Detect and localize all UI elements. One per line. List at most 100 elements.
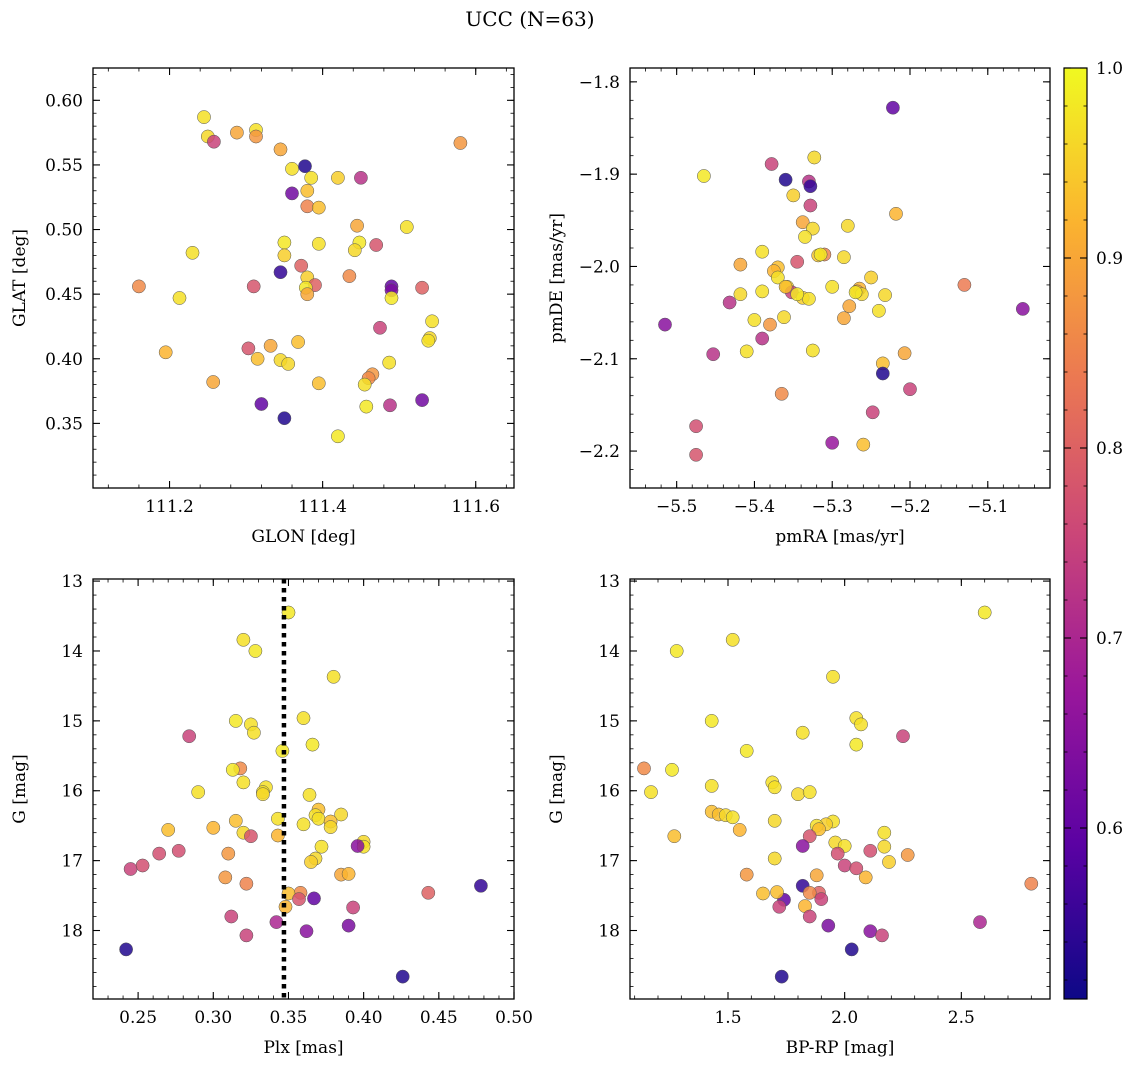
x-tick-label: 2.0 xyxy=(831,1008,858,1028)
data-point xyxy=(786,188,801,203)
colorbar-tick-label: 0.7 xyxy=(1096,629,1123,649)
data-point xyxy=(383,398,397,413)
data-point xyxy=(704,714,719,728)
data-point xyxy=(291,335,305,349)
y-axis-label: G [mag] xyxy=(547,754,567,823)
data-point xyxy=(644,785,658,799)
data-point xyxy=(285,161,299,176)
y-tick-label: 15 xyxy=(598,712,620,732)
data-point xyxy=(764,157,779,171)
data-point xyxy=(689,419,703,434)
data-point xyxy=(763,317,777,332)
data-point xyxy=(875,366,890,381)
data-point xyxy=(790,287,805,302)
y-axis-label: pmDE [mas/yr] xyxy=(547,213,567,343)
x-tick-label: −5.1 xyxy=(967,497,1008,517)
data-point xyxy=(354,170,368,185)
data-point xyxy=(314,839,329,854)
x-tick-label: 0.35 xyxy=(270,1008,308,1028)
data-point xyxy=(725,810,740,825)
data-point xyxy=(802,909,817,924)
y-tick-label: 0.60 xyxy=(45,91,83,111)
data-point xyxy=(161,823,176,837)
data-point xyxy=(837,858,852,873)
data-point xyxy=(837,311,851,326)
data-point xyxy=(840,218,855,233)
data-point xyxy=(453,136,468,150)
data-point xyxy=(399,220,414,234)
x-tick-label: −5.3 xyxy=(812,497,853,517)
data-point xyxy=(739,344,754,359)
panel-bprp-g: 1.5 2.0 2.5 13 14 15 16 17 18 BP-RP [mag] G [mag] xyxy=(547,572,1051,1058)
data-point xyxy=(225,762,240,777)
data-point xyxy=(300,199,315,214)
y-tick-label: −2.1 xyxy=(579,350,620,370)
data-point xyxy=(777,310,791,325)
x-tick-label: 111.6 xyxy=(451,497,500,517)
data-point xyxy=(896,729,910,744)
data-point xyxy=(803,179,818,194)
points xyxy=(658,100,1030,462)
data-point xyxy=(877,839,892,854)
data-point xyxy=(236,632,251,647)
data-point xyxy=(298,159,312,174)
data-point xyxy=(247,725,261,740)
y-tick-label: 0.55 xyxy=(45,156,83,176)
y-tick-label: 0.40 xyxy=(45,350,83,370)
data-point xyxy=(277,411,292,426)
x-tick-label: −5.2 xyxy=(889,497,930,517)
data-point xyxy=(326,669,341,684)
data-point xyxy=(182,729,197,744)
data-point xyxy=(296,711,311,725)
data-point xyxy=(973,915,987,929)
data-point xyxy=(732,823,747,837)
data-point xyxy=(158,345,173,360)
data-point xyxy=(739,867,754,882)
data-point xyxy=(249,129,263,144)
data-point xyxy=(722,295,737,310)
points xyxy=(637,605,1039,984)
y-tick-label: 13 xyxy=(61,572,83,592)
data-point xyxy=(421,333,436,348)
data-point xyxy=(244,829,258,844)
data-point xyxy=(772,899,787,914)
data-point xyxy=(228,714,243,728)
data-point xyxy=(236,775,251,790)
x-tick-label: 0.25 xyxy=(119,1008,157,1028)
data-point xyxy=(856,437,871,452)
data-point xyxy=(271,811,285,826)
data-point xyxy=(865,405,880,420)
data-point xyxy=(813,247,828,262)
data-point xyxy=(256,787,270,802)
data-point xyxy=(778,279,793,294)
panels: 111.2 111.4 111.6 0.35 0.40 0.45 0.50 0.55 0.60 G… xyxy=(10,67,1051,1058)
data-point xyxy=(854,717,868,732)
y-tick-label: −2.0 xyxy=(579,257,620,277)
data-point xyxy=(346,900,360,915)
data-point xyxy=(826,669,840,684)
data-point xyxy=(218,870,233,885)
y-axis-label: GLAT [deg] xyxy=(10,229,30,327)
data-point xyxy=(296,817,311,832)
data-point xyxy=(637,761,651,776)
data-point xyxy=(807,150,822,165)
y-tick-label: 16 xyxy=(61,782,83,802)
data-point xyxy=(767,813,782,828)
data-point xyxy=(889,206,903,221)
data-point xyxy=(863,924,878,939)
data-point xyxy=(795,215,810,230)
x-tick-label: 0.45 xyxy=(420,1008,458,1028)
data-point xyxy=(269,915,284,929)
data-point xyxy=(359,399,374,414)
data-point xyxy=(292,892,306,906)
colorbar-tick-label: 0.8 xyxy=(1096,439,1123,459)
data-point xyxy=(725,632,740,647)
y-tick-label: 0.35 xyxy=(45,414,83,434)
data-point xyxy=(770,270,785,285)
data-point xyxy=(191,785,206,799)
data-point xyxy=(425,314,439,329)
data-point xyxy=(415,393,429,407)
data-point xyxy=(299,924,314,939)
data-point xyxy=(350,839,365,853)
points xyxy=(119,605,488,984)
